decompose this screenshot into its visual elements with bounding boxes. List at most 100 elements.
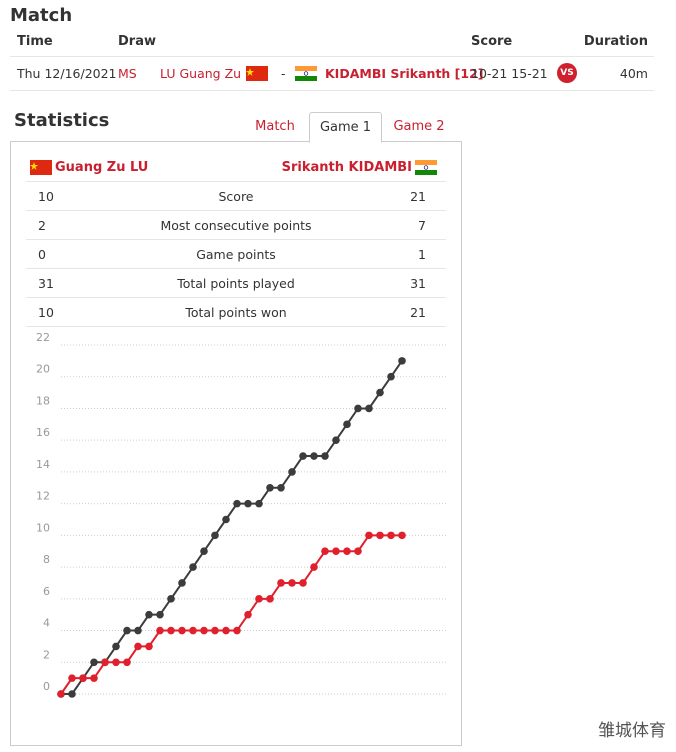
data-point [398, 531, 406, 540]
data-point [255, 595, 263, 603]
data-point [277, 579, 285, 587]
data-point [156, 610, 164, 619]
data-point [222, 626, 230, 635]
data-point [178, 626, 186, 635]
player-link[interactable]: LU Guang Zu [160, 66, 242, 81]
y-tick-label: 16 [36, 426, 50, 439]
data-point [79, 674, 87, 682]
column-header: Draw [118, 34, 156, 49]
y-tick-label: 18 [36, 394, 50, 407]
data-point [387, 531, 395, 540]
stats-panel [10, 141, 462, 746]
data-point [112, 642, 120, 651]
data-point [222, 515, 230, 524]
stat-label: Score [218, 189, 254, 204]
data-point [332, 547, 340, 556]
page-title: Match [10, 5, 73, 26]
left-value: 2 [38, 218, 46, 233]
data-point [321, 547, 329, 556]
vs-badge[interactable]: VS [557, 63, 577, 83]
y-tick-label: 8 [43, 553, 50, 566]
data-point [189, 563, 197, 571]
stats-row: 10 Score 21 [26, 181, 446, 211]
y-tick-label: 10 [36, 521, 50, 534]
data-point [189, 626, 197, 635]
column-header: Score [471, 34, 513, 49]
data-point [101, 658, 109, 667]
data-point [365, 531, 373, 540]
data-point [288, 468, 296, 476]
left-value: 10 [38, 189, 54, 204]
data-point [343, 547, 351, 556]
data-point [299, 579, 307, 587]
data-point [68, 690, 76, 698]
series-line [60, 534, 402, 695]
data-point [354, 404, 362, 413]
left-value: 31 [38, 276, 54, 291]
stat-label: Most consecutive points [160, 218, 312, 233]
data-point [112, 658, 120, 667]
y-tick-label: 20 [36, 363, 50, 376]
data-point [145, 610, 153, 619]
data-point [178, 579, 186, 587]
tab[interactable]: Game 2 [393, 119, 445, 134]
match-time: Thu 12/16/2021 [17, 66, 117, 81]
right-value: 21 [410, 305, 426, 320]
data-point [57, 690, 65, 698]
stats-row: 0 Game points 1 [26, 239, 446, 269]
data-point [90, 658, 98, 667]
row-divider [26, 326, 446, 327]
data-point [299, 452, 307, 460]
flag-india [295, 66, 317, 81]
section-title: Statistics [14, 110, 110, 131]
y-tick-label: 22 [36, 331, 50, 344]
stat-label: Total points played [177, 276, 295, 291]
tab[interactable]: Game 1 [309, 112, 382, 143]
y-tick-label: 4 [43, 617, 50, 630]
data-point [288, 579, 296, 587]
column-header: Duration [583, 34, 648, 49]
data-point [211, 626, 219, 635]
data-point [354, 547, 362, 556]
player-name[interactable]: Guang Zu LU [55, 160, 149, 175]
watermark: 雏城体育 [598, 721, 666, 741]
player-link[interactable]: KIDAMBI Srikanth [12] [325, 66, 484, 81]
row-divider [10, 90, 654, 91]
left-value: 0 [38, 247, 46, 262]
y-tick-label: 6 [43, 585, 50, 598]
y-tick-label: 2 [43, 648, 50, 661]
data-point [398, 357, 406, 365]
match-draw[interactable]: MS [118, 66, 137, 81]
column-header: Time [17, 34, 53, 49]
stats-row: 10 Total points won 21 [26, 297, 446, 327]
left-value: 10 [38, 305, 54, 320]
data-point [266, 483, 274, 492]
data-point [134, 626, 142, 635]
data-point [233, 626, 241, 635]
row-divider [10, 56, 654, 57]
series-line [61, 360, 403, 695]
player-name[interactable]: Srikanth KIDAMBI [281, 160, 412, 175]
data-point [156, 626, 164, 635]
data-point [387, 372, 395, 381]
data-point [134, 642, 142, 651]
data-point [244, 499, 252, 508]
data-point [167, 595, 175, 603]
flag-china [246, 66, 268, 81]
data-point [376, 531, 384, 540]
tab[interactable]: Match [255, 119, 295, 134]
data-point [90, 674, 98, 682]
flag-india [415, 160, 437, 175]
right-value: 1 [418, 247, 426, 262]
data-point [376, 388, 384, 397]
data-point [266, 595, 274, 603]
y-tick-label: 0 [43, 680, 50, 693]
data-point [277, 483, 285, 492]
right-value: 31 [410, 276, 426, 291]
data-point [244, 610, 252, 619]
flag-china [30, 160, 52, 175]
right-value: 7 [418, 218, 426, 233]
y-tick-label: 12 [36, 490, 50, 503]
